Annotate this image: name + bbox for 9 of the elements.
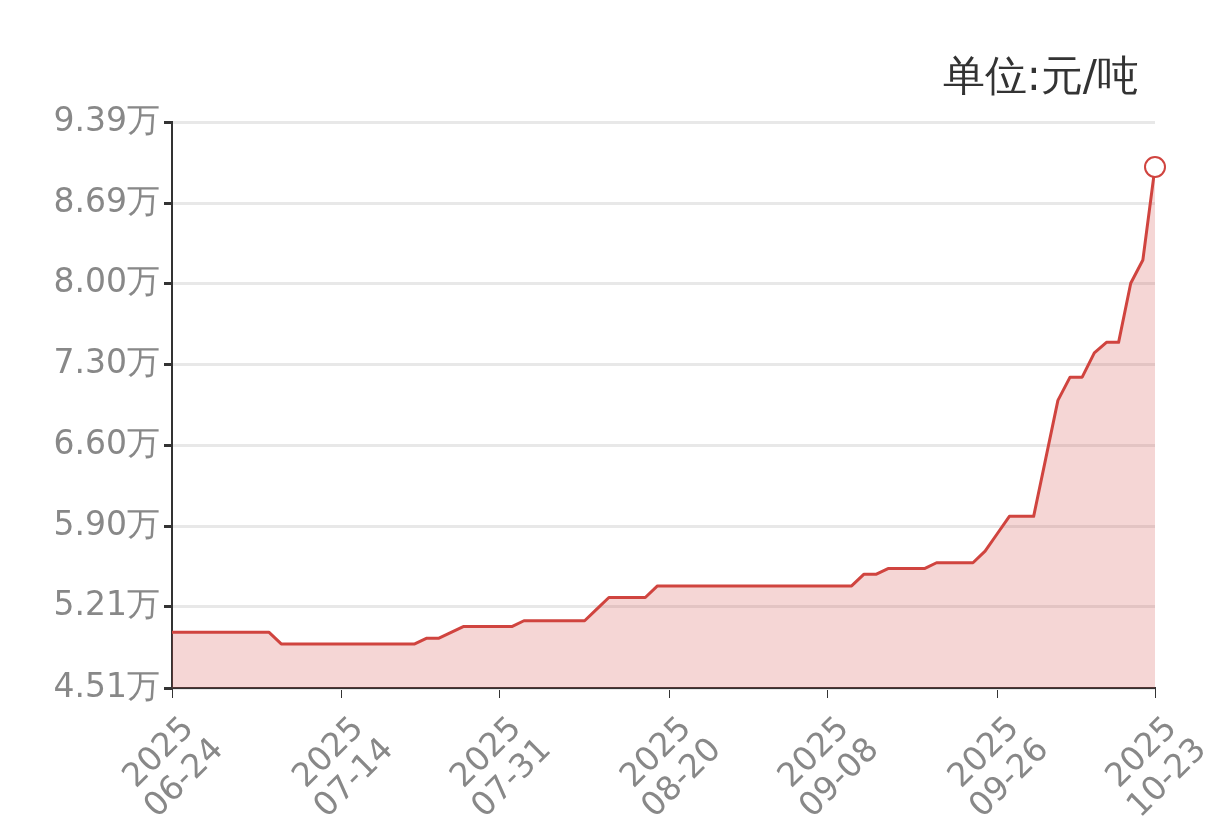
y-tick-label: 8.69万: [53, 180, 160, 220]
y-tick-label: 8.00万: [53, 260, 160, 300]
y-tick-label: 5.90万: [53, 504, 160, 544]
y-tick-label: 9.39万: [53, 99, 160, 139]
y-tick-label: 5.21万: [53, 584, 160, 624]
y-tick-label: 6.60万: [53, 423, 160, 463]
y-tick-label: 7.30万: [53, 341, 160, 381]
y-axis-title: 单位:元/吨: [942, 50, 1139, 102]
y-tick-label: 4.51万: [53, 665, 160, 705]
